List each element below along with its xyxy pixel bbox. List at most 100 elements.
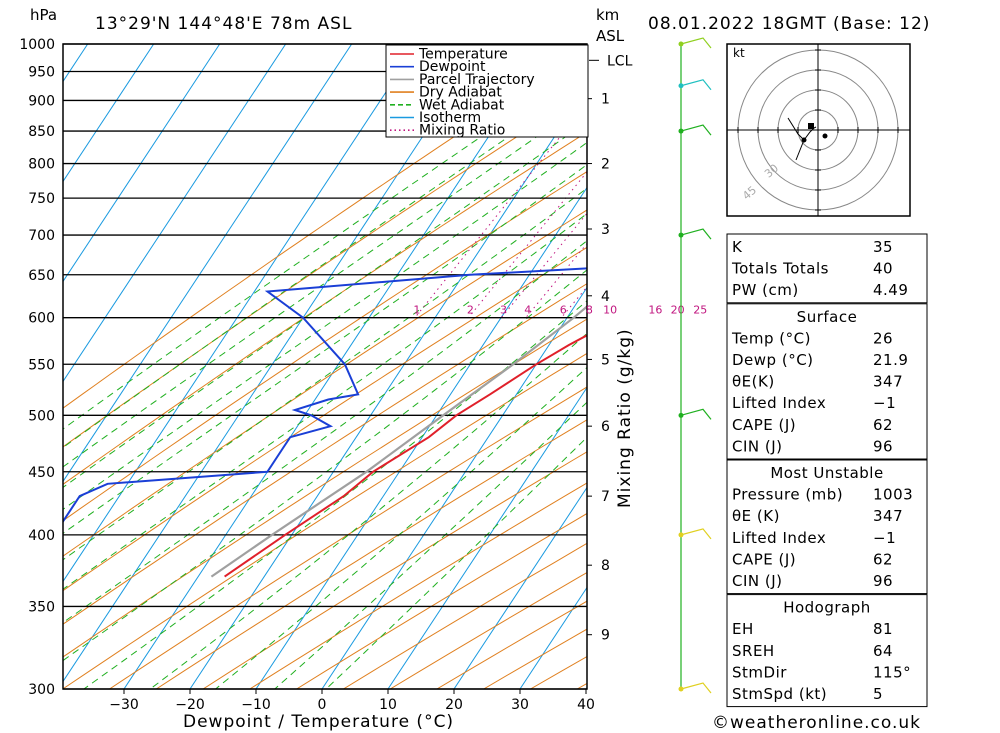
isotherm-line [321,286,587,689]
most-unstable-table-title: Most Unstable [770,464,883,482]
indices-table-row-value: 35 [873,238,893,256]
wet-adiabat-line [274,401,587,689]
dry-adiabat-line [63,171,587,522]
most-unstable-table-row-value: 96 [873,572,893,590]
mixing-ratio-label: 2 [467,304,474,317]
pressure-tick-label: 750 [28,191,55,207]
dry-adiabat-line [63,90,587,448]
lcl-label: LCL [607,53,633,69]
indices-table-row-value: 40 [873,260,893,278]
wet-adiabat-line [63,121,587,488]
most-unstable-table-row-value: 62 [873,550,893,568]
km-tick-label: 5 [601,352,610,368]
hodograph-trace [787,117,817,141]
pressure-tick-label: 400 [28,528,55,544]
isotherm-line [63,44,155,183]
wet-adiabat-line [149,332,587,689]
legend-entry: Wet Adiabat [419,97,505,113]
wet-adiabat-line [63,101,587,468]
mixing-ratio-axis-label: Mixing Ratio (g/kg) [615,328,635,508]
most-unstable-table-row-label: CAPE (J) [732,550,796,568]
isotherm-line [189,86,587,689]
km-tick-label: 2 [601,157,610,173]
surface-table-row-label: Lifted Index [732,394,826,412]
temperature-tick-label: −20 [175,697,205,713]
most-unstable-table-row-value: −1 [873,529,896,547]
temperature-tick-label: 30 [511,697,529,713]
hodograph-table-title: Hodograph [783,599,871,617]
dry-adiabat-line [63,283,587,625]
hodograph-table [726,594,928,708]
mixing-ratio-label: 25 [693,304,707,317]
isotherm-line [255,186,587,689]
km-tick-label: 3 [601,222,610,238]
isotherm-line [63,44,287,383]
wet-adiabat-line [63,163,587,534]
hodograph-point [801,137,807,143]
km-label: km [596,6,619,24]
mixing-ratio-label: 4 [524,304,531,317]
datetime-title: 08.01.2022 18GMT (Base: 12) [648,14,930,34]
hodograph-table-row-label: StmSpd (kt) [732,685,827,703]
pressure-tick-label: 600 [28,311,55,327]
surface-table-row-label: θE(K) [732,373,775,391]
wind-barb-mark [680,682,712,694]
pressure-tick-label: 300 [28,682,55,698]
wet-adiabat-line [63,81,587,449]
indices-table-row-label: PW (cm) [732,281,799,299]
hodograph-table-row-value: 115° [873,663,911,681]
dry-adiabat-line [63,48,587,409]
most-unstable-table-row-label: θE (K) [732,507,780,525]
pressure-tick-label: 800 [28,157,55,173]
wet-adiabat-line [63,269,587,662]
most-unstable-table-row-label: Lifted Index [732,529,826,547]
location-title: 13°29'N 144°48'E 78m ASL [95,14,352,34]
surface-table-row-value: −1 [873,394,896,412]
surface-table-row-value: 62 [873,416,893,434]
pressure-tick-label: 550 [28,357,55,373]
pressure-tick-label: 350 [28,599,55,615]
hodograph-table-row-value: 5 [873,685,883,703]
wet-adiabat-line [63,187,587,561]
km-tick-label: 1 [601,92,610,108]
axes: 3003504004505005506006507007508008509009… [19,37,707,713]
mixing-ratio-label: 1 [413,304,420,317]
temperature-tick-label: 0 [318,697,327,713]
legend-entry: Dry Adiabat [419,85,502,101]
legend-entry: Parcel Trajectory [419,72,535,88]
legend-entry: Temperature [418,47,508,63]
temperature-tick-label: 20 [445,697,463,713]
dewpoint-line [63,267,587,524]
isotherm-line [63,44,485,683]
surface-table-row-value: 347 [873,373,903,391]
temperature-tick-label: 40 [577,697,595,713]
wind-barb-mark [680,124,712,136]
isotherm-line [453,486,587,689]
isotherm-line [63,44,353,483]
wet-adiabat-line [63,141,587,510]
mixing-ratio-line [468,171,587,319]
wind-barb-mark [680,79,712,91]
wind-barb-mark [680,37,712,49]
wind-barb-mark [680,228,712,240]
indices-table-row-value: 4.49 [873,281,908,299]
mixing-ratio-label: 8 [586,304,593,317]
km-tick-label: 7 [601,489,610,505]
credit-text: ©weatheronline.co.uk [712,713,921,733]
pressure-unit-label: hPa [30,6,57,24]
km-tick-label: 8 [601,558,610,574]
x-axis-label: Dewpoint / Temperature (°C) [183,712,454,732]
isotherm-line [123,44,551,689]
wind-barb-column [678,37,712,694]
hodograph-point [822,133,828,139]
most-unstable-table-row-value: 347 [873,507,903,525]
hodograph-trace [795,139,805,161]
pressure-tick-label: 950 [28,64,55,80]
dry-adiabat-line [156,419,587,689]
isotherm-line [63,44,221,283]
profiles [63,267,587,578]
hodograph-storm-marker [808,123,814,129]
mixing-ratio-label: 10 [603,304,617,317]
